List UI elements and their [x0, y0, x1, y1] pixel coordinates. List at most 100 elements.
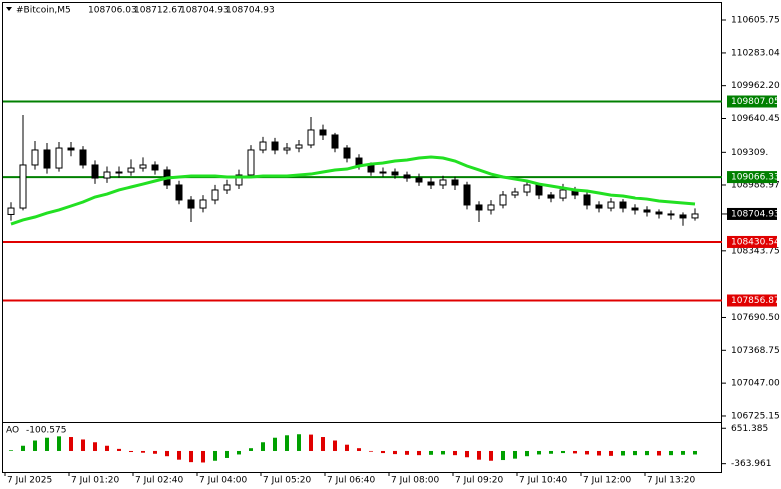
x-tick-label: 7 Jul 10:40 — [519, 476, 568, 486]
y-tick-label: 110605.75 — [731, 16, 780, 26]
ao-bar — [285, 435, 289, 451]
candle-body — [79, 149, 87, 166]
y-tick-label: 106725.15 — [731, 411, 780, 421]
x-tick-label: 7 Jul 06:40 — [327, 476, 376, 486]
ao-tick-label: -363.961 — [731, 459, 771, 469]
candle-body — [187, 199, 195, 209]
ao-bar — [597, 450, 601, 456]
candle-body — [559, 189, 567, 199]
ao-bar — [693, 450, 697, 455]
ao-bar — [297, 434, 301, 451]
ohlc-low: 108704.93 — [180, 6, 229, 16]
ao-bar — [417, 450, 421, 456]
candle-body — [679, 214, 687, 219]
ao-bar — [441, 450, 445, 455]
ao-bar — [681, 450, 685, 455]
ao-bar — [369, 450, 373, 452]
ao-bar — [189, 450, 193, 463]
level-label-box — [727, 171, 777, 184]
candle-body — [487, 204, 495, 211]
ao-bar — [57, 436, 61, 451]
plot-frame — [2, 2, 722, 473]
candle-body — [115, 171, 123, 174]
candle-body — [331, 134, 339, 149]
ao-bar — [561, 450, 565, 454]
ohlc-high: 108712.67 — [134, 6, 183, 16]
level-label-box — [727, 95, 777, 108]
candle-body — [151, 164, 159, 171]
candle-body — [379, 171, 387, 174]
x-tick-label: 7 Jul 09:20 — [455, 476, 504, 486]
candle-body — [523, 184, 531, 193]
candle-body — [463, 184, 471, 206]
candle-body — [283, 147, 291, 151]
candle-body — [691, 213, 699, 219]
candle-body — [19, 164, 27, 209]
candle-body — [547, 194, 555, 199]
y-tick-label: 109309. — [731, 148, 768, 158]
ao-bar — [393, 450, 397, 455]
y-tick-label: 107368.75 — [731, 346, 780, 356]
ao-bar — [537, 450, 541, 455]
symbol: #Bitcoin,M5 — [16, 6, 71, 16]
ao-bar — [117, 448, 121, 451]
y-tick-label: 108988.97 — [731, 180, 780, 190]
ao-bar — [645, 450, 649, 456]
ao-bar — [261, 442, 265, 451]
candle-body — [211, 189, 219, 201]
candle-body — [427, 181, 435, 186]
level-label: 109066.33 — [731, 173, 780, 183]
ao-bar — [201, 450, 205, 463]
ao-bar — [129, 450, 133, 453]
candle-body — [631, 207, 639, 211]
x-tick-label: 7 Jul 01:20 — [71, 476, 120, 486]
ao-bar — [465, 450, 469, 458]
candle-body — [199, 199, 207, 209]
ao-bar — [309, 434, 313, 451]
y-tick-label: 109640.45 — [731, 114, 780, 124]
ao-name: AO — [6, 426, 19, 436]
level-label-box — [727, 294, 777, 307]
ao-bar — [381, 450, 385, 454]
candle-body — [499, 194, 507, 206]
ao-bar — [21, 445, 25, 451]
ao-bar — [669, 450, 673, 456]
ao-bar — [549, 450, 553, 454]
current-price-label: 108704.93 — [731, 209, 780, 219]
ao-bar — [153, 450, 157, 454]
candle-body — [271, 141, 279, 151]
candle-body — [439, 179, 447, 186]
candle-body — [103, 171, 111, 179]
ao-bar — [633, 450, 637, 456]
moving-average — [10, 155, 696, 226]
candle-body — [247, 149, 255, 176]
candle-body — [595, 204, 603, 209]
ao-bar — [525, 450, 529, 457]
candle-body — [511, 191, 519, 196]
ao-bar — [177, 450, 181, 460]
candle-body — [607, 201, 615, 209]
candle-body — [475, 204, 483, 211]
ao-bar — [273, 437, 277, 451]
ao-bar — [237, 450, 241, 455]
candle-body — [31, 149, 39, 166]
ao-bar — [45, 437, 49, 451]
candle-body — [415, 177, 423, 183]
ao-bar — [165, 450, 169, 457]
ohlc-open: 108706.03 — [88, 6, 137, 16]
ao-bar — [345, 444, 349, 451]
candle-body — [67, 147, 75, 151]
candle-body — [175, 184, 183, 201]
ao-bar — [501, 450, 505, 461]
candle-body — [343, 147, 351, 159]
candle-body — [619, 201, 627, 209]
level-label: 109807.05 — [731, 97, 780, 107]
ao-bar — [357, 448, 361, 451]
ao-value: -100.575 — [26, 426, 66, 436]
candle-body — [223, 184, 231, 191]
candle-body — [295, 144, 303, 149]
candle-body — [655, 211, 663, 215]
ao-bar — [321, 437, 325, 451]
ao-bar — [333, 440, 337, 451]
